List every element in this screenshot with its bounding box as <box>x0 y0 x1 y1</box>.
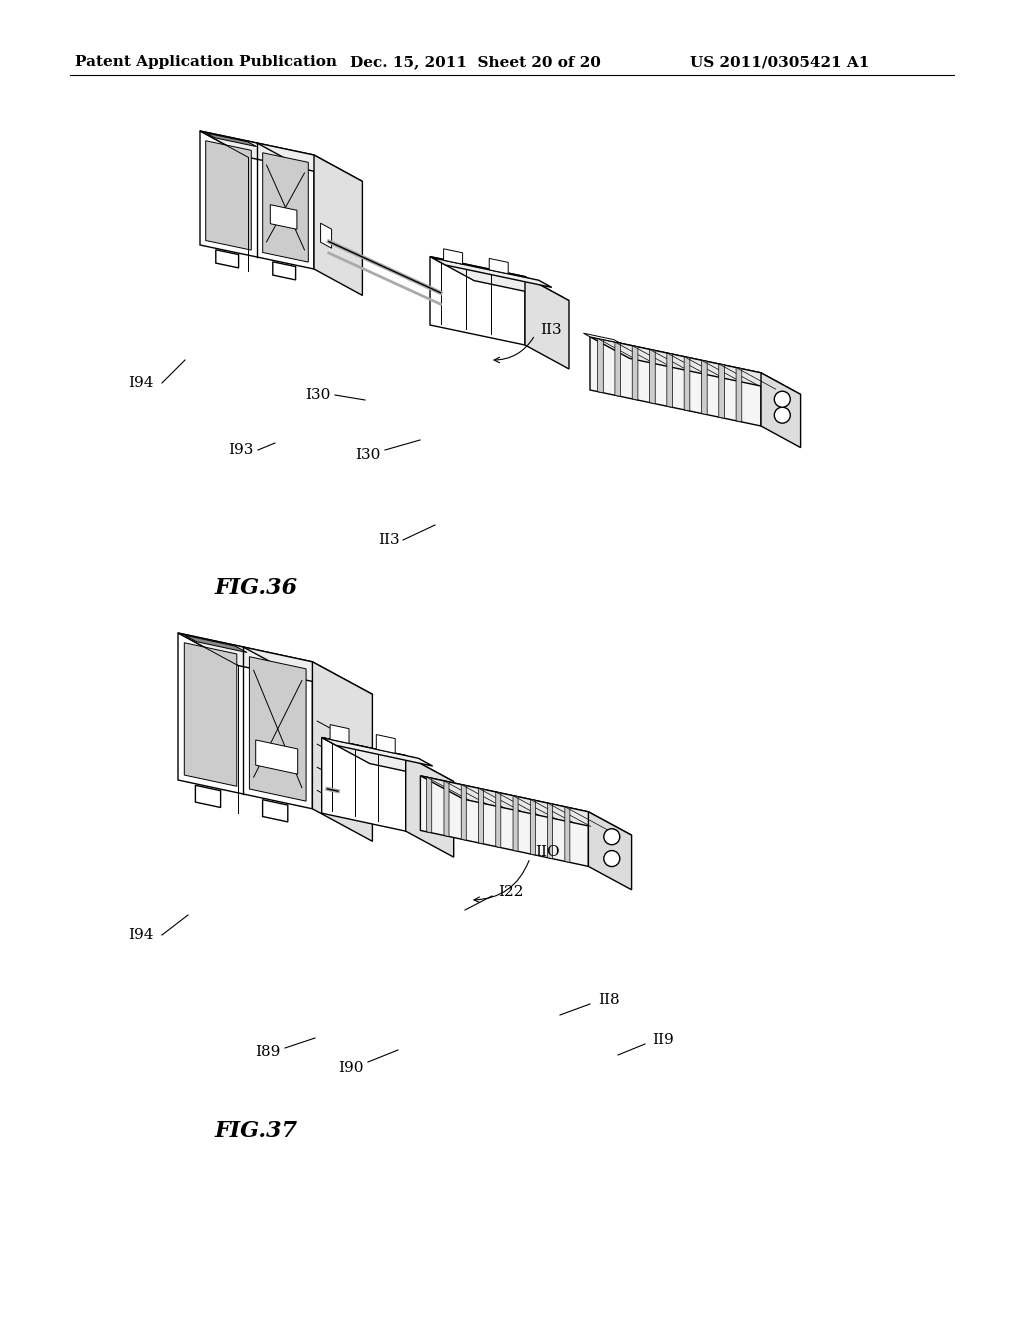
Polygon shape <box>322 738 433 766</box>
Text: I30: I30 <box>355 447 380 462</box>
Polygon shape <box>421 776 589 866</box>
Polygon shape <box>598 338 603 393</box>
Polygon shape <box>184 635 247 652</box>
Text: IIO: IIO <box>535 845 560 859</box>
Polygon shape <box>667 352 673 408</box>
Polygon shape <box>200 131 362 181</box>
Polygon shape <box>489 259 508 273</box>
Text: I94: I94 <box>128 376 154 389</box>
Polygon shape <box>430 256 525 345</box>
Text: FIG.37: FIG.37 <box>215 1119 298 1142</box>
Polygon shape <box>314 154 362 296</box>
Polygon shape <box>312 661 373 841</box>
Polygon shape <box>421 776 632 836</box>
Polygon shape <box>376 734 395 754</box>
Text: II8: II8 <box>598 993 620 1007</box>
Text: FIG.36: FIG.36 <box>215 577 298 599</box>
Polygon shape <box>632 346 638 400</box>
Text: I93: I93 <box>228 444 253 457</box>
Polygon shape <box>250 656 306 801</box>
Circle shape <box>604 829 620 845</box>
Polygon shape <box>178 634 373 694</box>
Polygon shape <box>444 781 449 837</box>
Polygon shape <box>548 803 553 859</box>
Polygon shape <box>322 738 406 832</box>
Polygon shape <box>719 364 724 418</box>
Text: II3: II3 <box>378 533 399 546</box>
Polygon shape <box>701 360 708 414</box>
Text: I22: I22 <box>498 884 523 899</box>
Polygon shape <box>614 342 621 396</box>
Text: II9: II9 <box>652 1034 674 1047</box>
Polygon shape <box>530 800 536 855</box>
Polygon shape <box>216 249 239 268</box>
Polygon shape <box>432 257 552 288</box>
Polygon shape <box>178 634 312 809</box>
Polygon shape <box>206 133 257 147</box>
Circle shape <box>774 407 791 424</box>
Polygon shape <box>262 800 288 822</box>
Polygon shape <box>270 205 297 230</box>
Polygon shape <box>590 337 801 395</box>
Text: US 2011/0305421 A1: US 2011/0305421 A1 <box>690 55 869 69</box>
Text: Patent Application Publication: Patent Application Publication <box>75 55 337 69</box>
Polygon shape <box>525 277 569 370</box>
Polygon shape <box>584 333 621 343</box>
Polygon shape <box>478 788 483 843</box>
Polygon shape <box>330 725 349 743</box>
Polygon shape <box>430 256 569 301</box>
Circle shape <box>604 850 620 866</box>
Polygon shape <box>196 785 220 808</box>
Text: I94: I94 <box>128 928 154 942</box>
Polygon shape <box>263 153 308 263</box>
Polygon shape <box>590 337 761 426</box>
Polygon shape <box>443 248 463 264</box>
Polygon shape <box>200 131 314 269</box>
Polygon shape <box>649 350 655 404</box>
Polygon shape <box>272 261 296 280</box>
Polygon shape <box>461 784 466 841</box>
Polygon shape <box>496 792 501 847</box>
Polygon shape <box>406 755 454 857</box>
Polygon shape <box>184 643 237 787</box>
Polygon shape <box>256 741 298 774</box>
Polygon shape <box>761 372 801 447</box>
Text: I90: I90 <box>338 1061 364 1074</box>
Circle shape <box>774 391 791 407</box>
Text: II3: II3 <box>540 323 561 337</box>
Text: I89: I89 <box>255 1045 281 1059</box>
Polygon shape <box>736 367 741 422</box>
Polygon shape <box>684 356 690 411</box>
Polygon shape <box>427 777 432 833</box>
Polygon shape <box>513 796 518 851</box>
Text: Dec. 15, 2011  Sheet 20 of 20: Dec. 15, 2011 Sheet 20 of 20 <box>350 55 601 69</box>
Text: I30: I30 <box>305 388 331 403</box>
Polygon shape <box>589 812 632 890</box>
Polygon shape <box>206 141 251 249</box>
Polygon shape <box>321 223 332 248</box>
Polygon shape <box>322 738 454 781</box>
Polygon shape <box>565 807 570 862</box>
